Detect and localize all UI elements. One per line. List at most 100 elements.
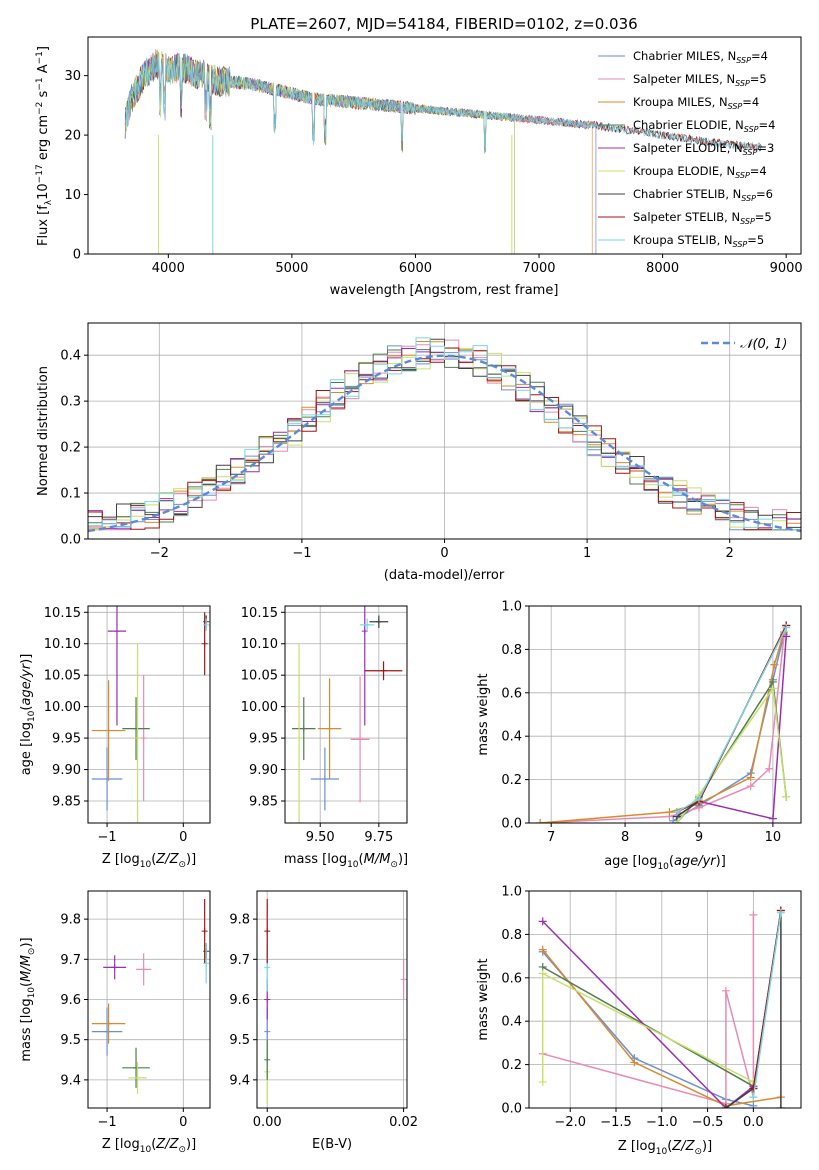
weight-line: [752, 912, 782, 1098]
data-point: [264, 996, 271, 1003]
y-tick-label: 10.05: [241, 669, 278, 684]
y-tick-label: 0.6: [501, 971, 522, 986]
plot-area: [292, 606, 403, 823]
x-axis-label: Z [log10(Z/Z⊙)]: [102, 1137, 196, 1155]
data-point: [380, 667, 387, 674]
y-tick-label: 9.8: [60, 913, 81, 928]
data-point: [264, 928, 271, 935]
data-point: [538, 917, 547, 926]
data-point: [113, 628, 120, 635]
spectrum-line: [124, 49, 597, 254]
x-tick-label: −2: [150, 546, 169, 561]
y-tick-label: 0.3: [60, 395, 81, 410]
axes-Z_weight: −2.0 −1.5 −1.0 −0.5 0.0 0.0 0.2 0.4 0.6 0.8 1.0 Z […: [476, 885, 802, 1157]
y-tick-label: 0.0: [501, 817, 522, 832]
data-point: [536, 819, 545, 823]
y-tick-label: 9.8: [229, 913, 250, 928]
data-point: [201, 928, 208, 935]
data-point: [776, 908, 785, 917]
data-point: [134, 735, 141, 742]
y-tick-label: 20: [64, 129, 81, 144]
x-tick-label: 1: [583, 546, 591, 561]
x-tick-label: 0: [179, 1115, 187, 1130]
x-tick-label: 10: [765, 830, 782, 845]
legend-label: Kroupa ELODIE, NSSP=4: [633, 164, 767, 180]
x-tick-label: 9: [695, 830, 703, 845]
legend-label: Salpeter MILES, NSSP=5: [633, 72, 767, 88]
x-tick-label: 9000: [770, 261, 803, 276]
data-point: [721, 1104, 730, 1108]
weight-line: [676, 625, 787, 813]
data-point: [111, 964, 118, 971]
y-tick-label: 10.15: [241, 606, 278, 621]
axes-frame: [528, 890, 802, 1109]
y-tick-label: 9.85: [52, 794, 81, 809]
data-point: [749, 910, 758, 919]
x-tick-label: 8000: [646, 261, 679, 276]
weight-line: [542, 920, 754, 1108]
data-point: [695, 795, 703, 804]
data-point: [357, 736, 364, 743]
y-tick-label: 0.8: [501, 643, 522, 658]
data-point: [768, 814, 777, 823]
y-axis-label: Normed distribution: [36, 366, 51, 496]
x-tick-label: −1: [97, 830, 116, 845]
legend-label: Kroupa MILES, NSSP=4: [633, 95, 759, 111]
axes-frame: [528, 605, 802, 824]
axes-Z_mass: −1 0 9.4 9.5 9.6 9.7 9.8 Z [log10(Z/Z⊙)] mass [l…: [19, 890, 211, 1155]
x-tick-label: 7: [547, 830, 555, 845]
y-axis-label: mass weight: [476, 673, 491, 755]
data-point: [672, 808, 681, 817]
y-tick-label: 0.4: [501, 1015, 522, 1030]
weight-line: [540, 631, 785, 823]
histogram-step: [88, 347, 801, 531]
x-tick-label: −1.0: [646, 1115, 678, 1130]
plot-area: [91, 606, 210, 823]
y-tick-label: 0.2: [501, 1058, 522, 1073]
data-point: [749, 1093, 758, 1102]
data-point: [538, 1077, 547, 1086]
axes-Z_age: −1 0 9.85 9.90 9.95 10.00 10.05 10.10 10.15 Z [lo…: [19, 605, 211, 870]
axes-age_weight: 7 8 9 10 0.0 0.2 0.4 0.6 0.8 1.0 age [log10(age/yr…: [476, 600, 802, 872]
data-point: [669, 816, 678, 823]
x-tick-label: 5000: [275, 261, 308, 276]
x-tick-label: 6000: [399, 261, 432, 276]
y-tick-label: 0.2: [60, 441, 81, 456]
y-tick-label: 10.10: [241, 637, 278, 652]
x-axis-label: mass [log10(M/M⊙)]: [284, 852, 408, 870]
data-point: [375, 618, 382, 625]
y-tick-label: 10.00: [241, 700, 278, 715]
x-tick-label: 7000: [522, 261, 555, 276]
x-tick-label: 9.50: [306, 830, 335, 845]
data-point: [538, 945, 547, 954]
legend-label: Salpeter ELODIE, NSSP=3: [633, 141, 774, 157]
data-point: [782, 632, 791, 641]
y-axis-label: mass weight: [476, 958, 491, 1040]
data-point: [203, 621, 210, 628]
data-point: [105, 727, 112, 734]
y-tick-label: 10.05: [44, 669, 81, 684]
data-point: [264, 964, 271, 971]
y-tick-label: 9.5: [229, 1033, 250, 1048]
y-tick-label: 0.6: [501, 686, 522, 701]
data-point: [665, 808, 674, 817]
y-tick-label: 0.0: [60, 533, 81, 548]
y-tick-label: 9.4: [60, 1073, 81, 1088]
axes-spectrum: 4000 5000 6000 7000 8000 9000 0 10 20 30 PLATE=260…: [35, 15, 803, 298]
plot-area: [264, 899, 407, 1104]
data-point: [264, 1056, 271, 1063]
y-tick-label: 9.85: [249, 794, 278, 809]
y-tick-label: 10.00: [44, 700, 81, 715]
x-tick-label: 0.02: [389, 1115, 418, 1130]
y-tick-label: 0.1: [60, 487, 81, 502]
y-tick-label: 9.7: [60, 953, 81, 968]
legend-label: Chabrier MILES, NSSP=4: [633, 49, 768, 65]
legend-label: 𝒩(0, 1): [740, 337, 787, 352]
data-point: [364, 621, 371, 628]
data-point: [746, 773, 755, 782]
y-tick-label: 1.0: [501, 885, 522, 900]
spectrum-line: [124, 50, 515, 254]
y-tick-label: 0.2: [501, 773, 522, 788]
y-tick-label: 9.7: [229, 953, 250, 968]
data-point: [105, 1020, 112, 1027]
